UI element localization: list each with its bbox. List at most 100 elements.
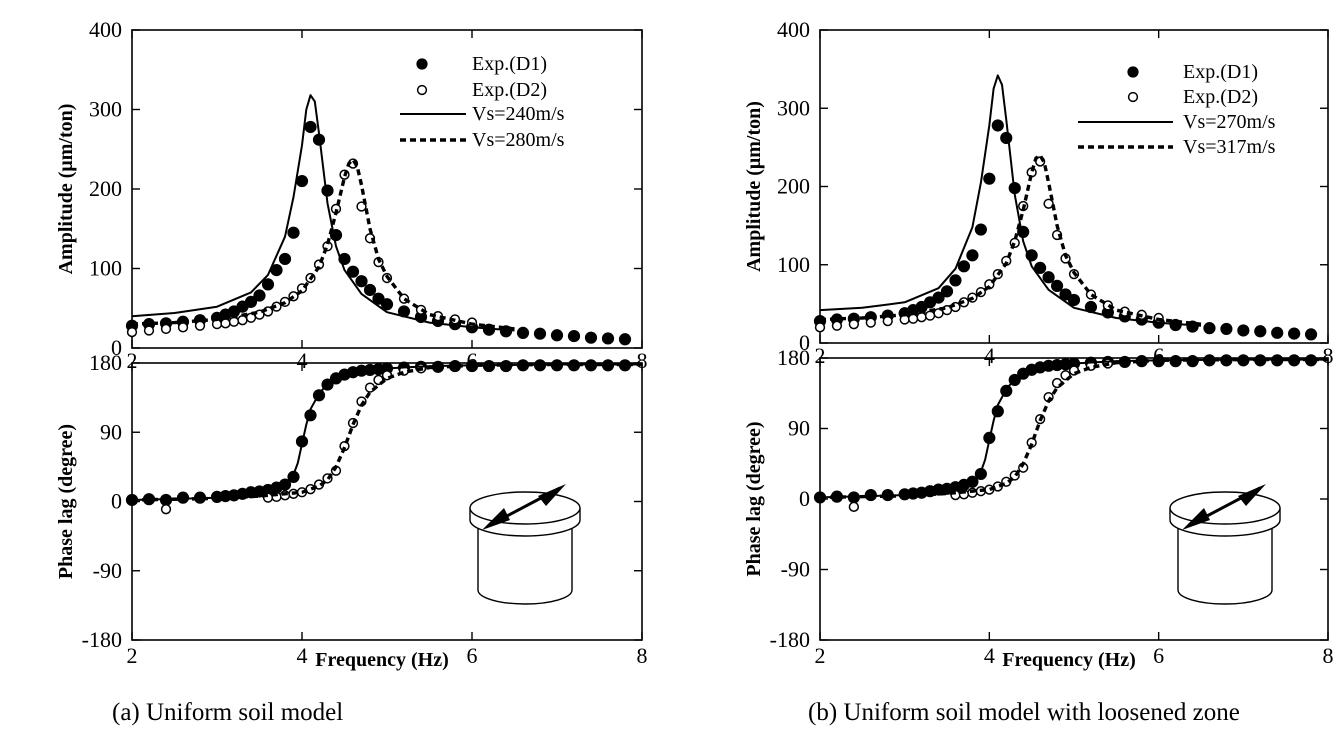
series-exp-d1-point [974,223,987,236]
legend-label: Exp.(D1) [1183,61,1258,83]
series-exp-d1-point [584,331,598,344]
series-exp-d1-point [355,275,368,288]
series-exp-d1-point [983,172,996,185]
y-tick-label: 180 [89,350,122,375]
y-tick-label: 400 [777,17,810,42]
series-exp-d2-point [160,504,172,515]
x-tick-label: 2 [815,643,826,668]
legend-label: Vs=317m/s [1183,136,1276,158]
series-vs-317m-s-line [819,153,1202,326]
y-tick-label: 0 [799,330,810,355]
series-exp-d1-point [966,249,979,262]
series-exp-d1-point [932,291,945,304]
series-exp-d1-point [346,265,360,278]
cylinder-body [477,520,573,605]
chart-panel-a: 0 100 200 300 400 2 4 6 8 Amplitude (μm/ton) -180 -… [55,17,648,726]
legend-marker-filled [1127,66,1139,78]
x-axis-label: Frequency (Hz) [315,649,449,671]
series-exp-d1-point [1271,326,1284,339]
series-exp-d1-point [321,184,334,197]
y-tick-label: -90 [781,557,810,582]
series-exp-d2-point [228,316,240,327]
series-exp-d1-point [1203,322,1216,335]
series-vs-270m-s-line [819,358,1328,499]
x-tick-label: 8 [637,643,648,668]
x-tick-label: 2 [127,643,138,668]
series-exp-d1-point [1304,328,1318,341]
x-tick-label: 4 [984,343,995,368]
series-exp-d1-point [261,278,275,291]
series-exp-d2-point [1043,198,1054,209]
legend: Exp.(D1) Exp.(D2) Vs=270m/s Vs=317m/s [1078,61,1276,158]
series-exp-d1-point [295,174,309,188]
legend-label: Exp.(D1) [472,53,547,75]
y-tick-label: 300 [777,95,810,120]
series-exp-d2-point [126,326,138,338]
arrowhead-right-icon [1238,484,1266,506]
series-exp-d1-point [1059,288,1072,301]
series-vs-280m-s-line [131,157,515,331]
series-exp-d1-point [1050,279,1064,292]
series-exp-d1-point [533,327,547,340]
series-exp-d2-point [924,310,936,321]
foundation-cylinder-icon [1169,484,1281,605]
series-vs-270m-s-line [819,74,1202,327]
legend: Exp.(D1) Exp.(D2)Vs=240m/s Vs=280m/s [400,53,565,151]
series-exp-d2-point [237,315,248,326]
series-exp-d2-point [177,322,189,333]
y-axis-label: Amplitude (μm/ton) [55,104,77,275]
series-exp-d1-point [1254,325,1267,338]
y-tick-label: 90 [788,416,810,441]
series-vs-240m-s-line [131,363,642,501]
series-exp-d1-point [287,226,300,239]
legend-marker-open [416,84,428,96]
series-exp-d1-point [1067,293,1081,307]
series-exp-d1-point [949,274,962,287]
y-tick-label: -180 [770,627,810,652]
series-exp-d1-point [1042,271,1055,284]
foundation-cylinder-icon [469,484,581,605]
series-exp-d2-point [848,501,860,512]
y-axis-label: Phase lag (degree) [743,421,765,576]
y-tick-label: 100 [89,256,122,281]
series-exp-d2-point [160,323,172,335]
y-axis-label: Phase lag (degree) [55,424,77,579]
legend-label: Exp.(D2) [1183,86,1258,108]
x-tick-label: 6 [1153,643,1164,668]
series-vs-317m-s-line [819,357,1328,500]
series-exp-d2-point [865,317,876,328]
series-exp-d2-point [907,313,919,324]
series-exp-d2-point [916,312,927,323]
series-exp-d1-point [516,326,530,339]
x-tick-label: 2 [815,343,826,368]
series-exp-d1-point [618,333,632,346]
series-exp-d1-point [304,120,317,134]
series-exp-d1-point [1220,322,1233,336]
cylinder-body [1177,520,1273,605]
x-tick-label: 8 [1323,643,1333,668]
series-exp-d1-point [380,298,394,311]
y-tick-label: 100 [777,252,810,277]
series-vs-240m-s-line [131,94,515,332]
series-exp-d1-point [940,285,954,298]
series-exp-d2-point [220,318,231,329]
series-exp-d1-point [1000,131,1013,145]
series-exp-d2-point [814,322,826,333]
y-tick-label: -90 [93,558,122,583]
y-tick-label: 200 [89,176,122,201]
x-tick-label: 8 [637,348,648,373]
y-tick-label: 90 [100,419,122,444]
series-exp-d2-point [143,325,155,336]
series-exp-d1-point [244,295,258,308]
series-exp-d1-point [372,292,385,305]
series-exp-d1-point [567,329,581,343]
chart-panel-b: 0 100 200 300 400 2 4 6 8 Amplitude (μm/ton) -180 -… [743,17,1333,726]
series-exp-d2-point [848,319,860,330]
amplitude-plot: 01002003004002468Amplitude (μm/ton) [55,17,648,373]
y-tick-label: 0 [799,486,810,511]
series-vs-280m-s-line [131,362,642,502]
series-exp-d1-point [991,119,1004,132]
series-exp-d1-point [1034,261,1047,274]
series-exp-d2-point [245,312,257,323]
